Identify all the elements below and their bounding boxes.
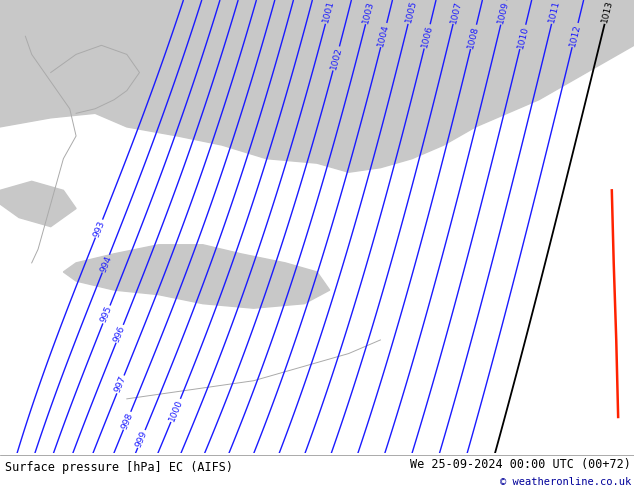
Text: 1002: 1002 (329, 46, 344, 71)
Text: 994: 994 (98, 254, 113, 273)
Text: 999: 999 (134, 429, 149, 449)
Text: 1001: 1001 (321, 0, 336, 24)
Text: Surface pressure [hPa] EC (AIFS): Surface pressure [hPa] EC (AIFS) (5, 462, 233, 474)
Text: © weatheronline.co.uk: © weatheronline.co.uk (500, 477, 631, 487)
Text: 1012: 1012 (568, 23, 582, 47)
Text: 1010: 1010 (515, 24, 530, 49)
Text: 997: 997 (113, 375, 128, 394)
Text: 1003: 1003 (361, 0, 376, 24)
Text: 1004: 1004 (377, 23, 391, 47)
Text: 1005: 1005 (404, 0, 418, 24)
Text: 1013: 1013 (600, 0, 615, 24)
Text: 1000: 1000 (167, 398, 184, 423)
Polygon shape (63, 245, 330, 308)
Text: 998: 998 (120, 411, 134, 430)
Polygon shape (0, 0, 634, 172)
Text: 1009: 1009 (496, 0, 511, 24)
Text: 1008: 1008 (467, 24, 481, 49)
Text: We 25-09-2024 00:00 UTC (00+72): We 25-09-2024 00:00 UTC (00+72) (410, 458, 631, 471)
Text: 1006: 1006 (420, 24, 434, 49)
Text: 1011: 1011 (547, 0, 562, 24)
Text: 1007: 1007 (449, 0, 463, 24)
Text: 995: 995 (99, 305, 114, 324)
Text: 996: 996 (112, 324, 127, 343)
Text: 993: 993 (92, 219, 107, 238)
Polygon shape (0, 181, 76, 226)
